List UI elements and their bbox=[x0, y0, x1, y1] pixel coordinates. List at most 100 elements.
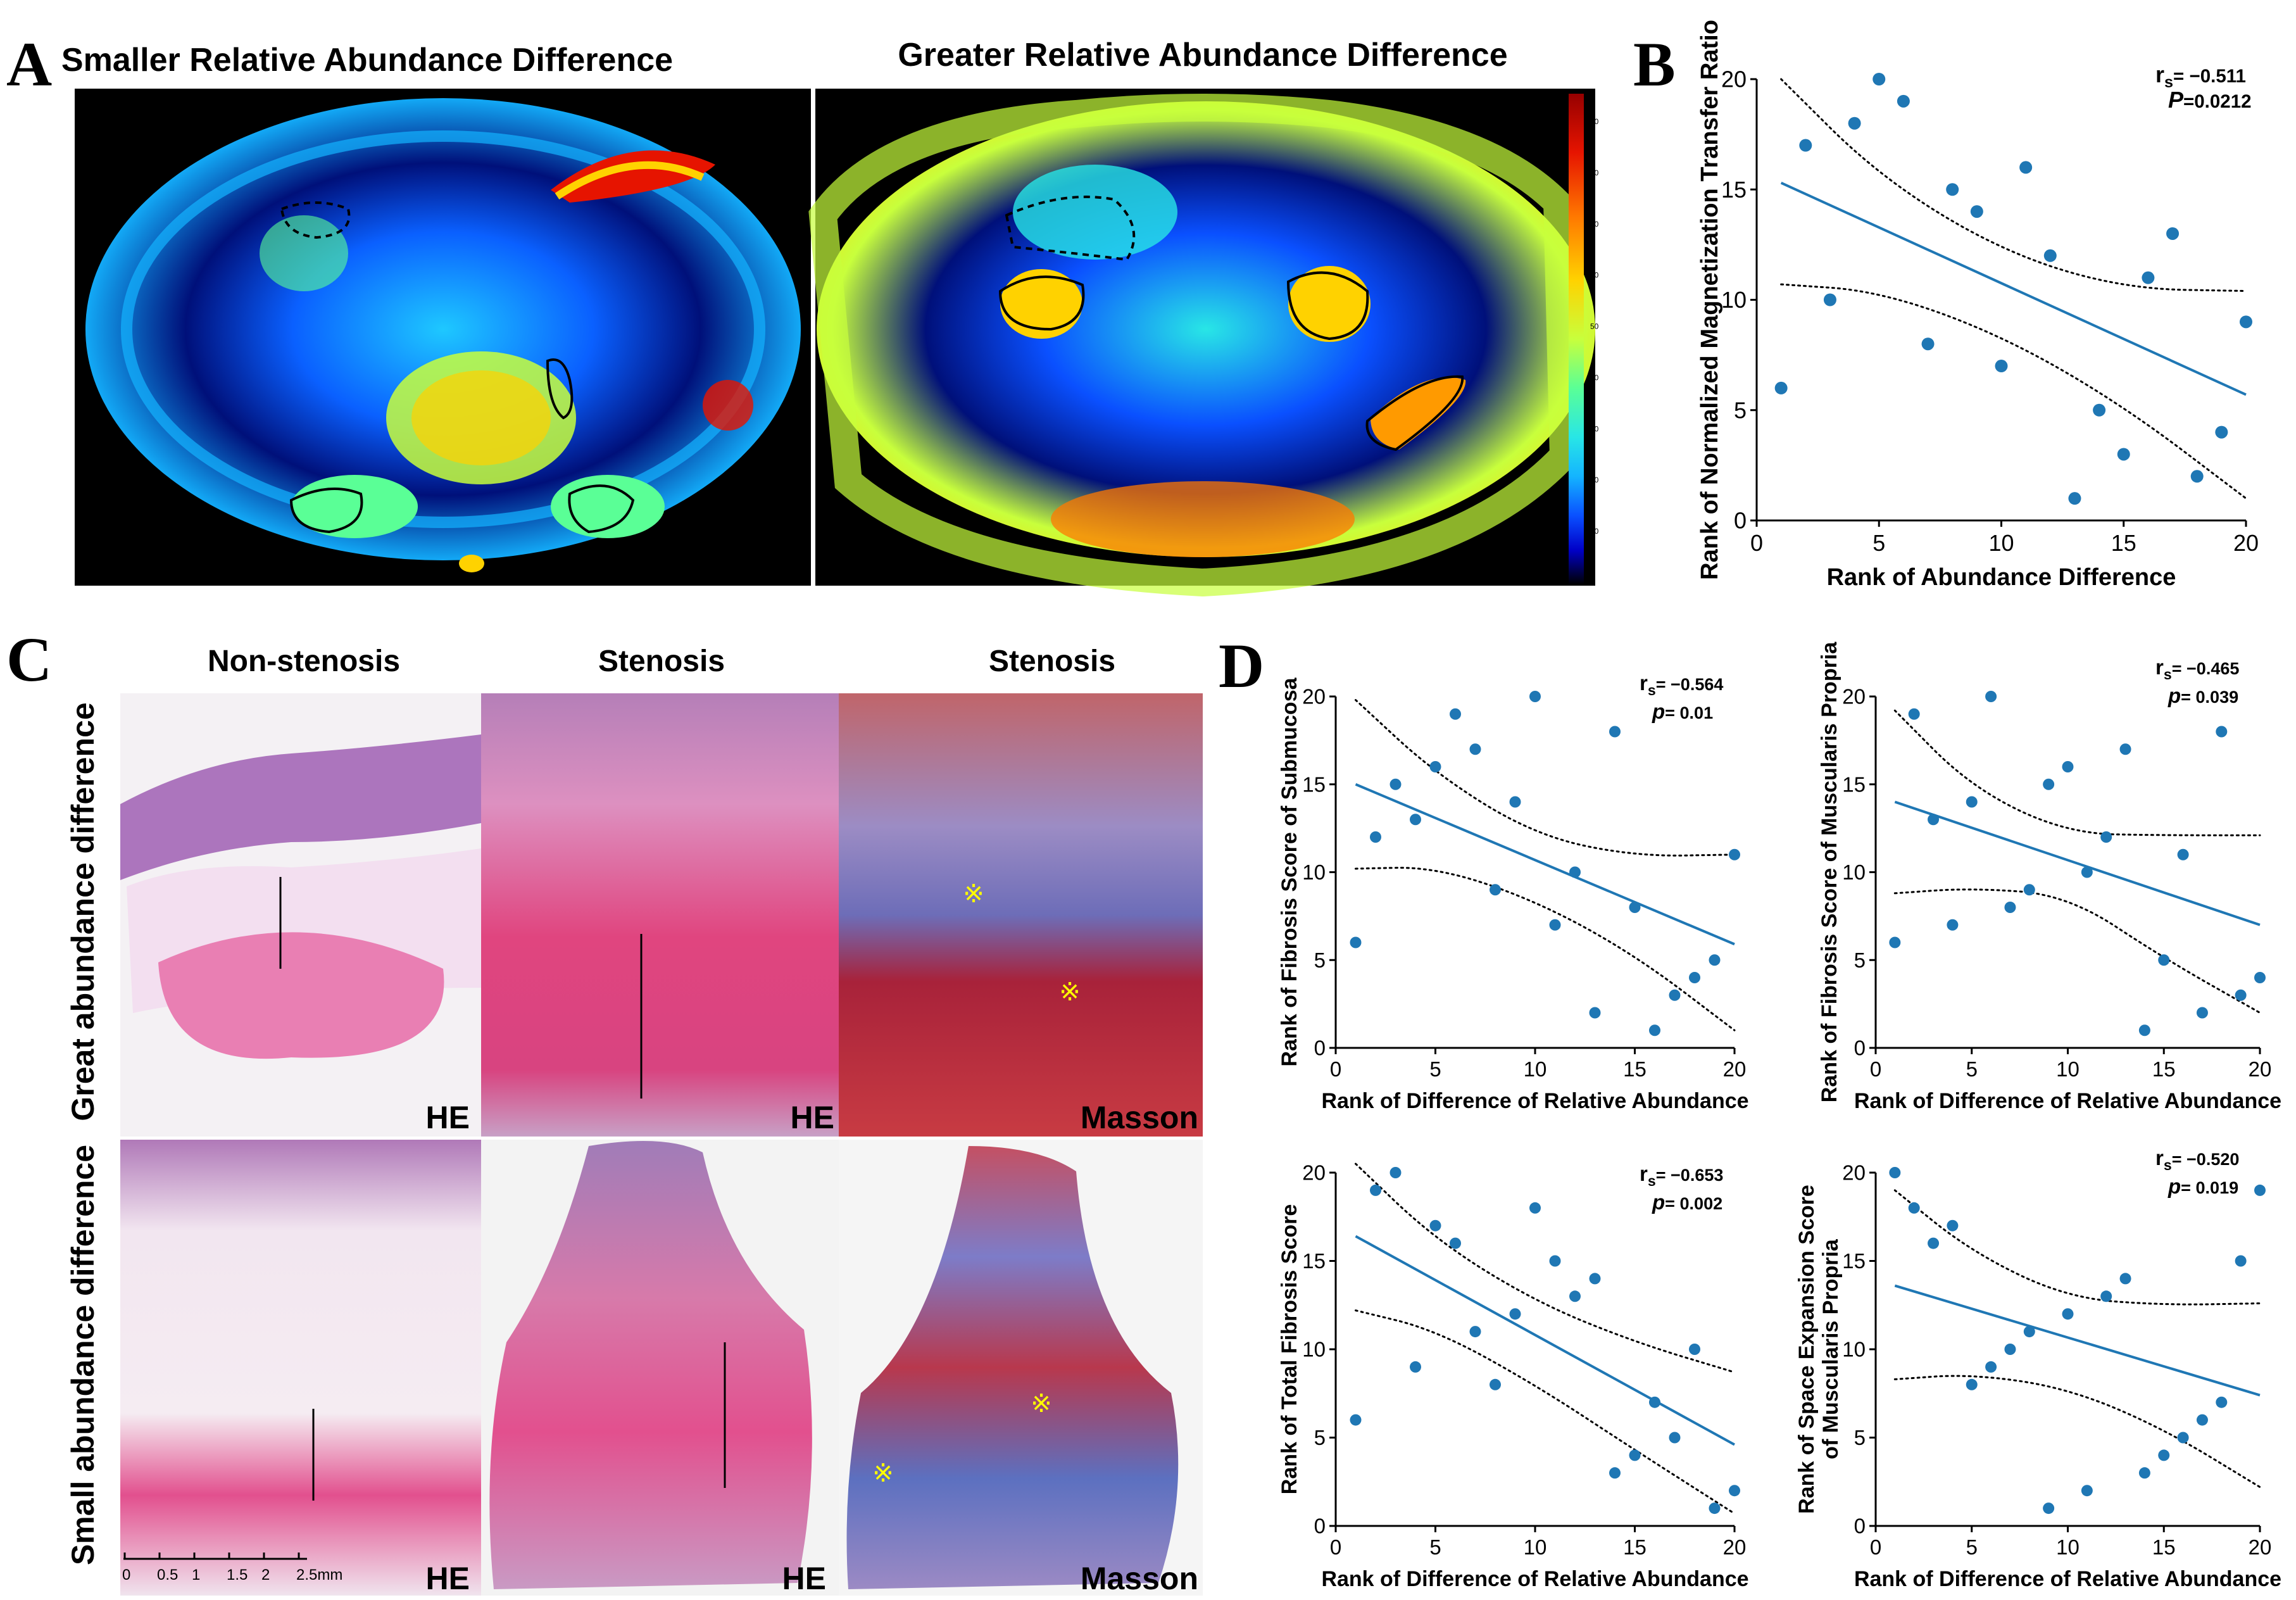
panel-letter-d: D bbox=[1219, 631, 1264, 701]
x-tick-label: 15 bbox=[1623, 1535, 1647, 1559]
data-point bbox=[1889, 1167, 1901, 1178]
y-tick-label: 10 bbox=[1842, 1338, 1866, 1361]
x-tick-label: 20 bbox=[1723, 1057, 1747, 1081]
y-tick-label: 10 bbox=[1302, 1338, 1326, 1361]
data-point bbox=[1529, 691, 1541, 702]
colorbar-tick-label: 10 bbox=[1590, 527, 1599, 536]
data-point bbox=[2119, 743, 2131, 755]
data-point bbox=[1669, 1432, 1681, 1444]
y-tick-label: 20 bbox=[1842, 685, 1866, 709]
ci-upper-band bbox=[1893, 1189, 2261, 1306]
data-point bbox=[1774, 381, 1788, 394]
ci-lower-band bbox=[1893, 888, 2261, 1014]
svg-text:※: ※ bbox=[963, 880, 984, 908]
x-tick-label: 10 bbox=[2056, 1057, 2080, 1081]
data-point bbox=[2004, 902, 2016, 913]
data-point bbox=[1689, 1344, 1700, 1355]
data-point bbox=[1350, 1414, 1362, 1426]
x-tick-label: 15 bbox=[2111, 530, 2136, 556]
histology-he-nonstenosis-great bbox=[120, 693, 481, 1137]
x-tick-label: 10 bbox=[2056, 1535, 2080, 1559]
x-tick-label: 0 bbox=[1330, 1535, 1341, 1559]
histology-masson-stenosis-small: ※ ※ bbox=[839, 1140, 1203, 1596]
y-tick-label: 5 bbox=[1314, 948, 1326, 972]
data-point bbox=[2158, 1449, 2170, 1461]
svg-text:※: ※ bbox=[1031, 1390, 1052, 1418]
data-point bbox=[2196, 1414, 2208, 1426]
stat-p: p= 0.039 bbox=[2167, 684, 2238, 707]
data-point bbox=[1709, 1502, 1721, 1515]
x-tick-label: 15 bbox=[2152, 1057, 2176, 1081]
y-axis-label: Rank of Space Expansion Score bbox=[1795, 1185, 1819, 1514]
y-tick-label: 5 bbox=[1314, 1426, 1326, 1449]
stat-r: rs= −0.511 bbox=[2155, 61, 2246, 91]
x-tick-label: 15 bbox=[1623, 1057, 1647, 1081]
data-point bbox=[1921, 337, 1935, 351]
y-tick-label: 0 bbox=[1314, 1515, 1326, 1538]
y-tick-label: 20 bbox=[1302, 685, 1326, 709]
stain-label-he-1: HE bbox=[426, 1100, 470, 1135]
x-tick-label: 20 bbox=[2249, 1057, 2272, 1081]
data-point bbox=[1490, 1378, 1501, 1390]
data-point bbox=[2043, 1502, 2055, 1515]
data-point bbox=[1609, 1467, 1621, 1479]
x-tick-label: 5 bbox=[1873, 530, 1885, 556]
data-point bbox=[1609, 726, 1621, 738]
x-tick-label: 0 bbox=[1330, 1057, 1341, 1081]
data-point bbox=[2166, 227, 2180, 240]
data-point bbox=[2062, 761, 2074, 772]
regression-line bbox=[1894, 1284, 2261, 1397]
data-point bbox=[1799, 139, 1812, 152]
panel-a-right-title: Greater Relative Abundance Difference bbox=[898, 37, 1507, 73]
data-point bbox=[2138, 1024, 2150, 1036]
x-tick-label: 10 bbox=[1524, 1535, 1547, 1559]
ci-lower-band bbox=[1893, 1375, 2261, 1489]
stat-r: rs= −0.465 bbox=[2155, 655, 2239, 683]
data-point bbox=[2081, 1485, 2093, 1497]
colorbar-tick-label: 20 bbox=[1590, 476, 1599, 484]
data-point bbox=[1350, 936, 1362, 948]
data-point bbox=[2062, 1308, 2074, 1320]
data-point bbox=[1966, 1378, 1978, 1390]
y-tick-label: 20 bbox=[1721, 66, 1747, 92]
data-point bbox=[1649, 1024, 1660, 1036]
y-tick-label: 20 bbox=[1302, 1161, 1326, 1185]
scale-bar-tick-label: 1 bbox=[192, 1566, 200, 1584]
histology-he-stenosis-small bbox=[481, 1140, 839, 1596]
data-point bbox=[1450, 708, 1461, 720]
data-point bbox=[1410, 1361, 1421, 1373]
data-point bbox=[2235, 1255, 2247, 1267]
data-point bbox=[1629, 902, 1641, 913]
data-point bbox=[2254, 1184, 2266, 1196]
data-point bbox=[2216, 726, 2228, 738]
x-tick-label: 0 bbox=[1870, 1057, 1881, 1081]
panel-c-col-title-1: Non-stenosis bbox=[208, 645, 400, 678]
data-point bbox=[2068, 492, 2081, 505]
data-point bbox=[1946, 183, 1959, 196]
data-point bbox=[1947, 919, 1959, 931]
y-tick-label: 5 bbox=[1734, 397, 1747, 423]
x-tick-label: 5 bbox=[1966, 1057, 1978, 1081]
x-tick-label: 10 bbox=[1524, 1057, 1547, 1081]
chart-b: 0 5 10 15 20 0 5 10 15 20 Rank of Abundance Differ… bbox=[1697, 20, 2259, 591]
ci-upper-band bbox=[1893, 709, 2261, 836]
x-axis-label: Rank of Difference of Relative Abundance bbox=[1854, 1089, 2281, 1113]
data-point bbox=[1908, 1202, 1920, 1214]
x-tick-label: 20 bbox=[1723, 1535, 1747, 1559]
data-point bbox=[1429, 761, 1441, 772]
data-point bbox=[1947, 1219, 1959, 1231]
stat-p: P=0.0212 bbox=[2168, 87, 2252, 113]
data-point bbox=[1390, 1167, 1402, 1178]
data-point bbox=[1889, 936, 1901, 948]
data-point bbox=[2190, 470, 2204, 483]
y-tick-label: 10 bbox=[1842, 860, 1866, 884]
data-point bbox=[1985, 691, 1997, 702]
colorbar-tick-label: 0 bbox=[1590, 578, 1595, 587]
y-tick-label: 15 bbox=[1842, 772, 1866, 796]
data-point bbox=[1669, 989, 1681, 1001]
svg-text:※: ※ bbox=[872, 1459, 894, 1487]
panel-letter-c: C bbox=[6, 624, 52, 695]
stain-label-he-4: HE bbox=[782, 1561, 826, 1596]
x-tick-label: 15 bbox=[2152, 1535, 2176, 1559]
x-axis-label: Rank of Difference of Relative Abundance bbox=[1854, 1567, 2281, 1591]
